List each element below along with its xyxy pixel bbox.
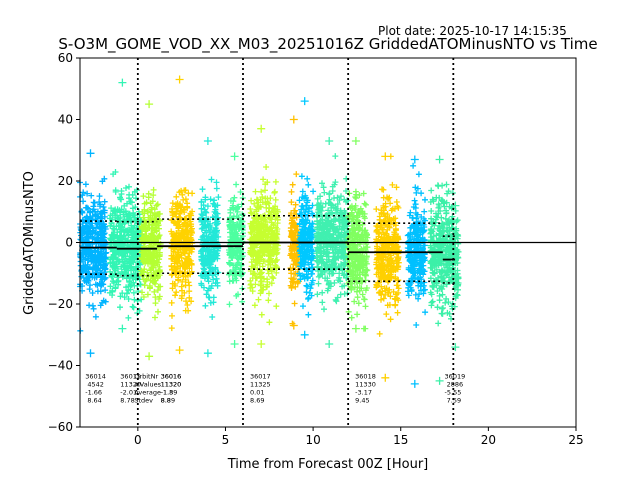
series-36016b xyxy=(168,75,196,355)
axes-layer: 0 5 10 15 20 25 −60 −40 −20 0 20 40 60 xyxy=(48,51,584,447)
annotation-line: 2886 xyxy=(445,381,464,389)
x-tick-label: 20 xyxy=(481,433,496,447)
annotation-line: 8.78 xyxy=(120,397,134,405)
x-tick-label: 5 xyxy=(222,433,230,447)
x-tick-label: 0 xyxy=(134,433,142,447)
series-36018b xyxy=(373,152,402,382)
annotation-line: 8.89 xyxy=(161,397,175,405)
series-36019 xyxy=(450,201,462,352)
annotation-line: 11325 xyxy=(250,381,271,389)
series-points-36014 xyxy=(77,149,110,358)
orbit-annotation: OrbitNr #Values Average Stdev xyxy=(134,373,161,405)
orbit-annotation: 36017 11325 0.01 8.69 xyxy=(250,373,271,405)
series-points-36018d xyxy=(427,155,457,385)
annotation-line: 4542 xyxy=(85,381,104,389)
annotation-line: 36017 xyxy=(250,373,271,381)
annotation-line: 9.45 xyxy=(355,397,369,405)
series-36017d xyxy=(313,137,352,348)
annotation-line: -1.66 xyxy=(85,389,102,397)
y-tick-label: −20 xyxy=(48,297,73,311)
y-tick-label: −40 xyxy=(48,359,73,373)
y-tick-label: 60 xyxy=(58,51,73,65)
annotation-line: 11320 xyxy=(161,381,182,389)
x-tick-label: 15 xyxy=(393,433,408,447)
series-36016a xyxy=(138,100,164,361)
scatter-layer xyxy=(77,75,462,388)
annotation-line: 7.59 xyxy=(445,397,462,405)
annotation-line: Average xyxy=(134,389,161,397)
series-points-36016c xyxy=(198,137,222,358)
orbit-annotation: 36016 11320 -1.8 8.8 xyxy=(161,373,182,405)
annotation-line: 36018 xyxy=(355,373,376,381)
x-axis-label: Time from Forecast 00Z [Hour] xyxy=(227,457,429,472)
series-points-36017d xyxy=(313,137,352,348)
annotation-line: 36016 xyxy=(161,373,182,381)
series-36017a xyxy=(247,124,281,348)
annotation-line: #Values xyxy=(134,381,161,389)
y-tick-label: 40 xyxy=(58,113,73,127)
annotation-line: 8.69 xyxy=(250,397,264,405)
annotation-line: -1.8 xyxy=(161,389,174,397)
y-tick-label: −60 xyxy=(48,420,73,434)
series-36018a xyxy=(345,137,371,333)
orbit-annotation: 36014 4542 -1.66 8.64 xyxy=(85,373,106,405)
annotation-line: 11330 xyxy=(355,381,376,389)
annotation-line: OrbitNr xyxy=(134,373,158,381)
orbit-annotation: 36019 2886 -5.55 7.59 xyxy=(445,373,466,405)
annotation-line: Stdev xyxy=(134,397,153,405)
x-tick-label: 25 xyxy=(568,433,583,447)
annotation-line: -3.17 xyxy=(355,389,372,397)
series-36018d xyxy=(427,155,457,385)
annotation-line: 36015 xyxy=(120,373,141,381)
series-points-36019 xyxy=(450,201,462,352)
orbit-annotation: 36018 11330 -3.17 9.45 xyxy=(355,373,376,405)
annotation-line: -5.55 xyxy=(445,389,462,397)
annotation-line: 36014 xyxy=(85,373,106,381)
series-36018c xyxy=(404,155,429,388)
x-tick-label: 10 xyxy=(305,433,320,447)
series-points-36017c xyxy=(296,97,317,339)
series-points-36016b xyxy=(168,75,196,355)
orbit-annotation: 36016 11320 -1.39 8.89 xyxy=(161,373,182,405)
plot-date: Plot date: 2025-10-17 14:15:35 xyxy=(378,24,567,38)
orbit-annotation: 36015 11320 -2.01 8.78 xyxy=(120,373,141,405)
y-axis-label: GriddedATOMinusNTO xyxy=(22,171,37,315)
series-points-36016a xyxy=(138,100,164,361)
y-tick-label: 20 xyxy=(58,174,73,188)
y-tick-label: 0 xyxy=(65,236,73,250)
lines-layer xyxy=(80,58,576,427)
series-points-36017a xyxy=(247,124,281,348)
series-36014 xyxy=(77,149,110,358)
annotation-line: 11320 xyxy=(161,381,182,389)
annotation-line: 36019 xyxy=(445,373,466,381)
annotation-line: 8.64 xyxy=(85,397,102,405)
series-36017c xyxy=(296,97,317,339)
series-points-36018b xyxy=(373,152,402,382)
annotation-line: -1.39 xyxy=(161,389,178,397)
chart-title: S-O3M_GOME_VOD_XX_M03_20251016Z GriddedA… xyxy=(58,35,597,54)
annotation-line: 11320 xyxy=(120,381,141,389)
annotation-line: -2.01 xyxy=(120,389,137,397)
series-36016c xyxy=(198,137,222,358)
series-points-36018c xyxy=(404,155,429,388)
series-points-36018a xyxy=(345,137,371,333)
annotation-line: 8.8 xyxy=(161,397,171,405)
annotation-line: 36016 xyxy=(161,373,182,381)
annotation-line: 0.01 xyxy=(250,389,264,397)
